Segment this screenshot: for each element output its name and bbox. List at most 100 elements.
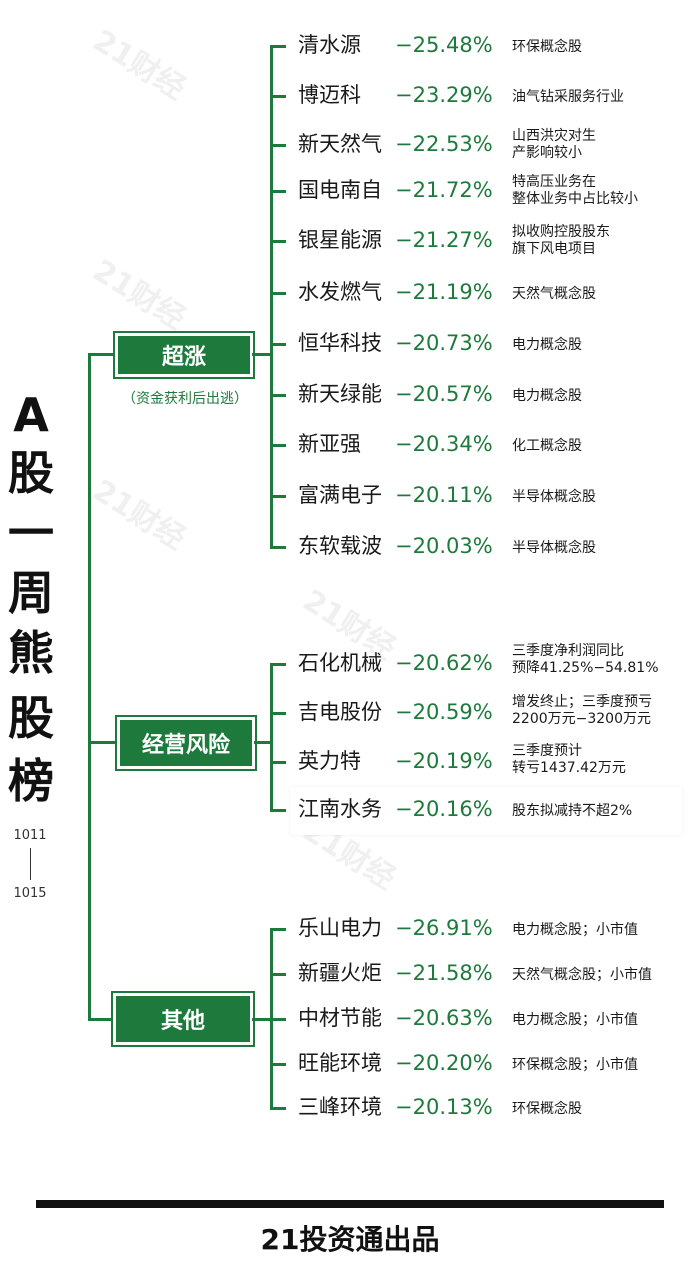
stock-name: 旺能环境 bbox=[298, 1051, 382, 1075]
stock-name: 富满电子 bbox=[298, 483, 382, 507]
stock-note: 环保概念股 bbox=[512, 1101, 582, 1117]
connector-line bbox=[254, 741, 272, 744]
category-box-chaozhang: 超涨 bbox=[118, 336, 250, 374]
footer-credit: 21投资通出品 bbox=[260, 1223, 440, 1256]
watermark: 21财经 bbox=[86, 473, 192, 557]
stock-name: 国电南自 bbox=[298, 178, 382, 202]
stock-change: −20.20% bbox=[395, 1051, 493, 1075]
stock-change: −21.72% bbox=[395, 178, 493, 202]
stock-change: −20.13% bbox=[395, 1095, 493, 1119]
stock-change: −21.19% bbox=[395, 280, 493, 304]
stock-name: 清水源 bbox=[298, 33, 361, 57]
stock-name: 银星能源 bbox=[298, 228, 382, 252]
watermark: 21财经 bbox=[86, 253, 192, 337]
tick bbox=[270, 809, 286, 812]
footer-divider bbox=[36, 1200, 664, 1208]
stock-note: 拟收购控股股东 旗下风电项目 bbox=[512, 224, 610, 257]
stock-name: 三峰环境 bbox=[298, 1095, 382, 1119]
date-end: 1015 bbox=[13, 886, 47, 901]
stock-change: −20.57% bbox=[395, 382, 493, 406]
stock-name: 新亚强 bbox=[298, 432, 361, 456]
stock-note: 股东拟减持不超2% bbox=[512, 803, 633, 819]
tick bbox=[270, 292, 286, 295]
category-box-jingying: 经营风险 bbox=[120, 720, 252, 766]
title-char: 榜 bbox=[8, 754, 54, 808]
stock-note: 电力概念股 bbox=[512, 388, 582, 404]
trunk-line bbox=[88, 353, 91, 1021]
tick bbox=[270, 394, 286, 397]
stock-change: −20.11% bbox=[395, 483, 493, 507]
branch-line bbox=[88, 741, 118, 744]
branch-line bbox=[88, 1018, 118, 1021]
stock-note: 山西洪灾对生 产影响较小 bbox=[512, 128, 596, 161]
stock-change: −20.03% bbox=[395, 534, 493, 558]
date-divider bbox=[30, 848, 31, 880]
stock-name: 新天然气 bbox=[298, 132, 382, 156]
stock-note: 电力概念股 bbox=[512, 337, 582, 353]
branch-line bbox=[88, 353, 118, 356]
stock-note: 环保概念股 bbox=[512, 39, 582, 55]
stock-change: −20.73% bbox=[395, 331, 493, 355]
stock-change: −23.29% bbox=[395, 83, 493, 107]
category-box-qita: 其他 bbox=[116, 996, 250, 1042]
tick bbox=[270, 190, 286, 193]
title-char: 一 bbox=[8, 506, 54, 560]
stock-note: 半导体概念股 bbox=[512, 540, 596, 556]
tick bbox=[270, 1018, 286, 1021]
connector-line bbox=[252, 1018, 272, 1021]
tick bbox=[270, 1063, 286, 1066]
stock-note: 天然气概念股 bbox=[512, 286, 596, 302]
tick bbox=[270, 1107, 286, 1110]
stock-note: 电力概念股；小市值 bbox=[512, 1012, 638, 1028]
bracket-line bbox=[270, 663, 273, 811]
tick bbox=[270, 45, 286, 48]
stock-change: −20.59% bbox=[395, 700, 493, 724]
stock-name: 石化机械 bbox=[298, 651, 382, 675]
stock-note: 环保概念股；小市值 bbox=[512, 1057, 638, 1073]
title-char: 股 bbox=[8, 691, 54, 745]
bracket-line bbox=[270, 45, 273, 548]
tick bbox=[270, 546, 286, 549]
stock-change: −21.58% bbox=[395, 961, 493, 985]
stock-note: 增发终止；三季度预亏 2200万元−3200万元 bbox=[512, 694, 652, 727]
stock-change: −26.91% bbox=[395, 916, 493, 940]
stock-note: 油气钻采服务行业 bbox=[512, 89, 624, 105]
tick bbox=[270, 144, 286, 147]
tick bbox=[270, 495, 286, 498]
stock-change: −20.16% bbox=[395, 797, 493, 821]
tick bbox=[270, 663, 286, 666]
title-char: 周 bbox=[8, 566, 54, 620]
stock-name: 乐山电力 bbox=[298, 916, 382, 940]
title-char: 股 bbox=[8, 446, 54, 500]
stock-change: −20.34% bbox=[395, 432, 493, 456]
stock-name: 东软载波 bbox=[298, 534, 382, 558]
stock-change: −20.63% bbox=[395, 1006, 493, 1030]
stock-name: 吉电股份 bbox=[298, 700, 382, 724]
stock-note: 三季度预计 转亏1437.42万元 bbox=[512, 743, 626, 776]
stock-note: 特高压业务在 整体业务中占比较小 bbox=[512, 174, 638, 207]
tick bbox=[270, 95, 286, 98]
stock-change: −25.48% bbox=[395, 33, 493, 57]
stock-note: 电力概念股；小市值 bbox=[512, 922, 638, 938]
tick bbox=[270, 973, 286, 976]
title-char: 熊 bbox=[8, 626, 54, 680]
stock-name: 中材节能 bbox=[298, 1006, 382, 1030]
connector-line bbox=[252, 353, 272, 356]
stock-name: 新天绿能 bbox=[298, 382, 382, 406]
tick bbox=[270, 444, 286, 447]
stock-note: 三季度净利润同比 预降41.25%−54.81% bbox=[512, 643, 659, 676]
stock-note: 半导体概念股 bbox=[512, 489, 596, 505]
tick bbox=[270, 761, 286, 764]
stock-change: −20.19% bbox=[395, 749, 493, 773]
stock-change: −21.27% bbox=[395, 228, 493, 252]
stock-change: −22.53% bbox=[395, 132, 493, 156]
stock-name: 江南水务 bbox=[298, 797, 382, 821]
watermark: 21财经 bbox=[86, 23, 192, 107]
tick bbox=[270, 240, 286, 243]
date-start: 1011 bbox=[13, 828, 47, 843]
stock-note: 化工概念股 bbox=[512, 438, 582, 454]
tick bbox=[270, 928, 286, 931]
stock-note: 天然气概念股；小市值 bbox=[512, 967, 652, 983]
stock-name: 英力特 bbox=[298, 749, 361, 773]
tick bbox=[270, 712, 286, 715]
